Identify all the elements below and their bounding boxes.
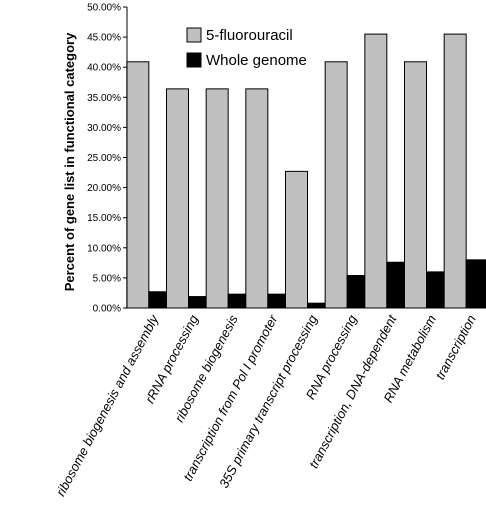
bar-5-fluorouracil — [364, 33, 388, 309]
legend-label: Whole genome — [206, 52, 307, 69]
y-tick-label: 30.00% — [87, 123, 121, 134]
x-tick-label: ribosome biogenesis and assembly — [53, 311, 162, 499]
bar-5-fluorouracil — [245, 88, 269, 309]
bar-5-fluorouracil — [324, 61, 348, 309]
bar-5-fluorouracil — [285, 170, 308, 309]
x-tick-label: transcription — [432, 312, 478, 382]
y-tick-label: 10.00% — [87, 243, 121, 254]
legend-swatch — [186, 52, 202, 68]
y-tick-label: 0.00% — [93, 304, 121, 315]
y-tick-label: 5.00% — [93, 273, 121, 284]
legend-swatch — [186, 27, 202, 43]
y-tick-label: 35.00% — [87, 93, 121, 104]
y-tick-label: 15.00% — [87, 213, 121, 224]
bar-5-fluorouracil — [443, 33, 467, 309]
bar-5-fluorouracil — [404, 61, 427, 309]
y-tick-label: 20.00% — [87, 183, 121, 194]
y-tick-label: 40.00% — [87, 63, 121, 74]
bar-5-fluorouracil — [166, 88, 189, 309]
bar-whole-genome — [465, 259, 486, 309]
y-tick-label: 25.00% — [87, 153, 121, 164]
y-tick-label: 45.00% — [87, 33, 121, 44]
legend-label: 5-fluorouracil — [206, 27, 293, 44]
bar-5-fluorouracil — [126, 61, 150, 309]
y-tick-label: 50.00% — [87, 3, 121, 14]
y-axis-label: Percent of gene list in functional categ… — [62, 32, 77, 291]
bar-5-fluorouracil — [205, 88, 229, 309]
